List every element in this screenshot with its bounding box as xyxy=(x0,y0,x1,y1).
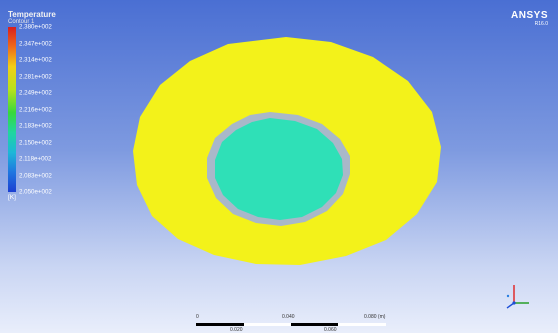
scale-sublabel: 0.060 xyxy=(324,327,337,333)
legend-tick: 2.083e+002 xyxy=(19,172,52,179)
scale-label: 0 xyxy=(196,314,199,320)
legend-tick: 2.150e+002 xyxy=(19,139,52,146)
xyz-axis-triad-icon[interactable] xyxy=(502,281,532,311)
legend-tick: 2.380e+002 xyxy=(19,23,52,31)
logo-version: R16.0 xyxy=(534,21,548,27)
logo-text: ANSYS xyxy=(511,10,548,21)
legend-tick: 2.118e+002 xyxy=(19,155,52,163)
scale-label: 0.040 xyxy=(282,314,295,320)
ansys-logo: ANSYS R16.0 xyxy=(511,10,548,27)
legend-tick: 2.347e+002 xyxy=(19,40,52,47)
inner-disk xyxy=(215,118,343,220)
legend-tick: 2.183e+002 xyxy=(19,122,52,130)
legend-colorbar xyxy=(8,27,16,192)
scale-bar-black xyxy=(196,323,386,326)
scale-sublabel: 0.020 xyxy=(230,327,243,333)
scale-bar-segment xyxy=(338,323,386,326)
legend-title: Temperature xyxy=(8,10,56,19)
legend-subtitle: Contour 1 xyxy=(8,19,35,25)
legend-tick: 2.249e+002 xyxy=(19,89,52,97)
legend-unit: [K] xyxy=(8,194,16,201)
scale-label: 0.080 (m) xyxy=(364,314,386,320)
legend-tick: 2.216e+002 xyxy=(19,106,52,113)
legend-tick: 2.314e+002 xyxy=(19,56,52,64)
scale-bar-segment xyxy=(244,323,291,326)
legend-tick: 2.050e+002 xyxy=(19,188,52,196)
scale-bar: 0 0.040 0.080 (m) 0.020 0.060 xyxy=(196,314,386,333)
temperature-legend: Temperature Contour 1 2.380e+002 2.347e+… xyxy=(8,10,56,196)
legend-tick: 2.281e+002 xyxy=(19,73,52,80)
